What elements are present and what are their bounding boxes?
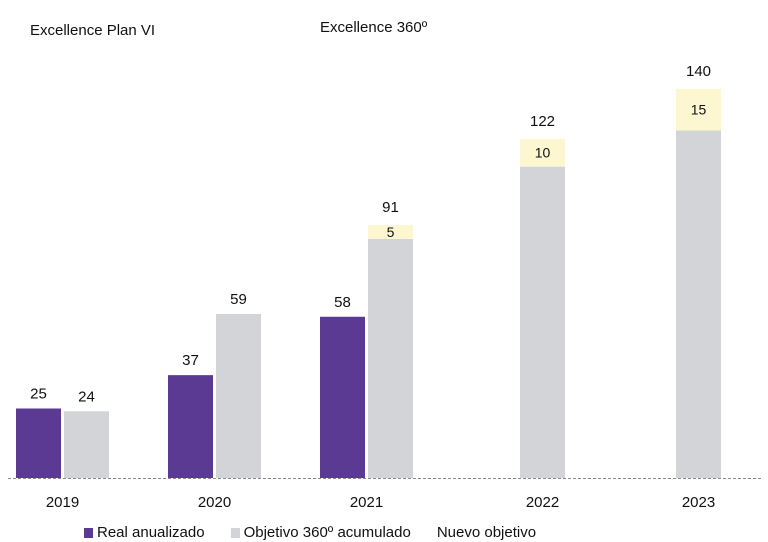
bar-new-2023 [676, 88, 721, 131]
bar-target-2020 [216, 313, 261, 478]
legend-item-target: Objetivo 360º acumulado [230, 524, 411, 541]
excellence-360-heading: Excellence 360º [320, 19, 428, 36]
bar-new-2022 [520, 138, 565, 167]
legend-label-real: Real anualizado [97, 524, 205, 541]
bar-real-2020 [168, 375, 213, 478]
bar-chart: 25 24 2019 37 59 2020 58 5 91 2021 10 122 2022 15 140 2… [8, 63, 762, 511]
legend-label-target: Objetivo 360º acumulado [243, 524, 411, 541]
label-target-2020: 59 [230, 291, 247, 308]
label-new-2023: 15 [691, 102, 707, 118]
bar-target-2022 [520, 166, 565, 478]
bar-target-2019 [64, 411, 109, 478]
x-tick-2020: 2020 [198, 494, 231, 511]
x-tick-2019: 2019 [46, 494, 79, 511]
x-tick-2021: 2021 [350, 494, 383, 511]
x-tick-2023: 2023 [682, 494, 715, 511]
bar-target-2021 [368, 238, 413, 478]
bar-new-2021 [368, 225, 413, 239]
label-new-2021: 5 [387, 224, 395, 240]
legend: Real anualizado Objetivo 360º acumulado … [84, 524, 562, 541]
bar-real-2021 [320, 316, 365, 478]
x-tick-2022: 2022 [526, 494, 559, 511]
label-total-2021: 91 [382, 199, 399, 216]
label-total-2022: 122 [530, 113, 555, 130]
label-real-2019: 25 [30, 386, 47, 403]
legend-swatch-target [230, 527, 240, 538]
legend-swatch-real [84, 527, 93, 538]
label-new-2022: 10 [535, 145, 551, 161]
legend-item-real: Real anualizado [84, 524, 205, 541]
excellence-plan-vi-heading: Excellence Plan VI [30, 22, 156, 39]
bar-target-2023 [676, 130, 721, 478]
legend-item-new: Nuevo objetivo [437, 524, 536, 541]
bar-real-2019 [16, 408, 61, 478]
label-real-2020: 37 [182, 352, 199, 369]
legend-label-new: Nuevo objetivo [436, 524, 537, 541]
label-target-2019: 24 [78, 388, 95, 405]
label-real-2021: 58 [334, 294, 351, 311]
label-total-2023: 140 [686, 63, 711, 80]
